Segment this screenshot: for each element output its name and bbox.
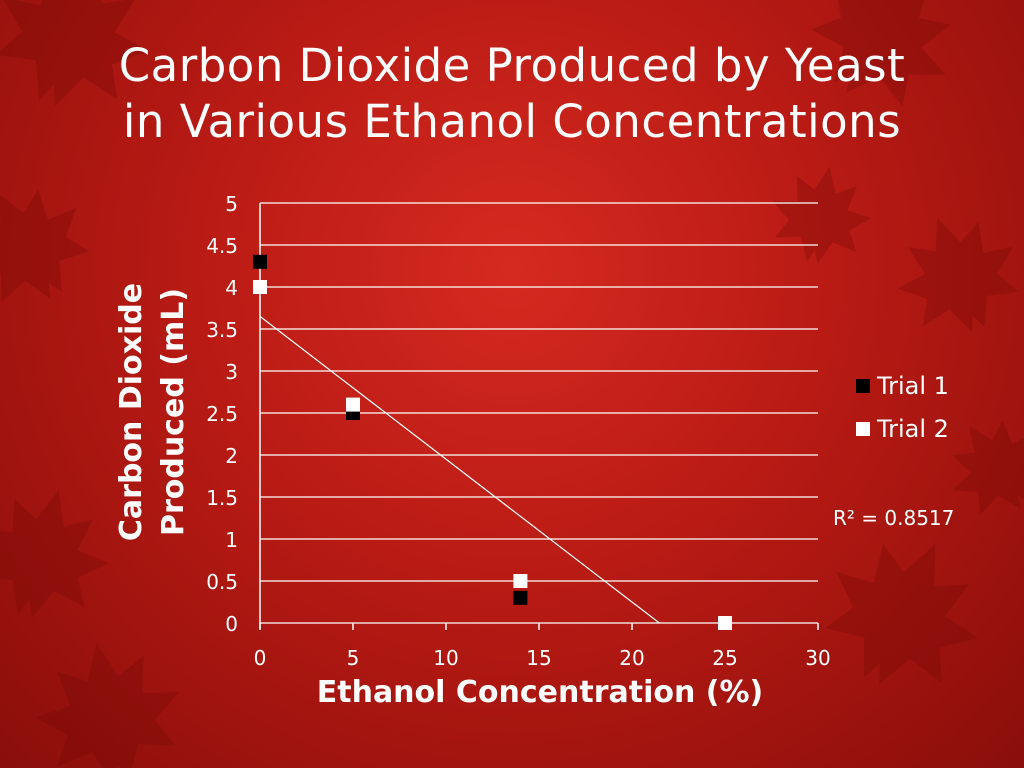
data-point-trial-1 [253, 254, 267, 269]
slide-title: Carbon Dioxide Produced by Yeast in Vari… [0, 38, 1024, 150]
legend-label-trial-1: Trial 1 [877, 371, 949, 400]
legend-item-trial-1: Trial 1 [856, 364, 949, 407]
data-point-trial-2 [513, 574, 528, 588]
x-tick-label: 20 [619, 646, 644, 670]
y-tick-label: 4.5 [206, 234, 238, 258]
y-axis-title-line-1: Carbon Dioxide [114, 282, 149, 542]
legend-item-trial-2: Trial 2 [856, 407, 949, 450]
legend-label-trial-2: Trial 2 [877, 414, 949, 443]
y-tick-label: 3.5 [206, 318, 238, 342]
r-squared-annotation: R² = 0.8517 [833, 506, 955, 530]
x-tick-label: 5 [347, 646, 360, 670]
title-line-1: Carbon Dioxide Produced by Yeast [118, 39, 906, 92]
data-point-trial-2 [346, 397, 360, 412]
y-tick-label: 2 [225, 444, 238, 468]
x-tick-label: 0 [254, 646, 267, 670]
x-tick-label: 10 [433, 646, 458, 670]
y-tick-label: 3 [225, 360, 238, 384]
linear-trendline [259, 315, 660, 624]
y-tick-label: 0.5 [206, 570, 238, 594]
legend-marker-trial-2 [856, 421, 870, 436]
x-tick-label: 15 [526, 646, 551, 670]
y-tick-label: 5 [225, 192, 238, 216]
title-line-2: in Various Ethanol Concentrations [122, 95, 902, 148]
data-point-trial-2 [253, 280, 267, 294]
y-tick-label: 1.5 [206, 486, 238, 510]
data-point-trial-2 [718, 616, 732, 630]
legend-marker-trial-1 [856, 378, 870, 393]
y-tick-label: 4 [225, 276, 238, 300]
y-tick-label: 2.5 [206, 402, 238, 426]
x-axis-title: Ethanol Concentration (%) [316, 675, 764, 710]
y-axis-title-line-2: Produced (mL) [156, 287, 191, 537]
chart-legend: Trial 1 Trial 2 [856, 364, 949, 450]
x-tick-label: 30 [805, 646, 830, 670]
y-tick-label: 1 [225, 528, 238, 552]
data-point-trial-1 [513, 590, 528, 605]
y-tick-label: 0 [225, 612, 238, 636]
x-tick-label: 25 [712, 646, 737, 670]
